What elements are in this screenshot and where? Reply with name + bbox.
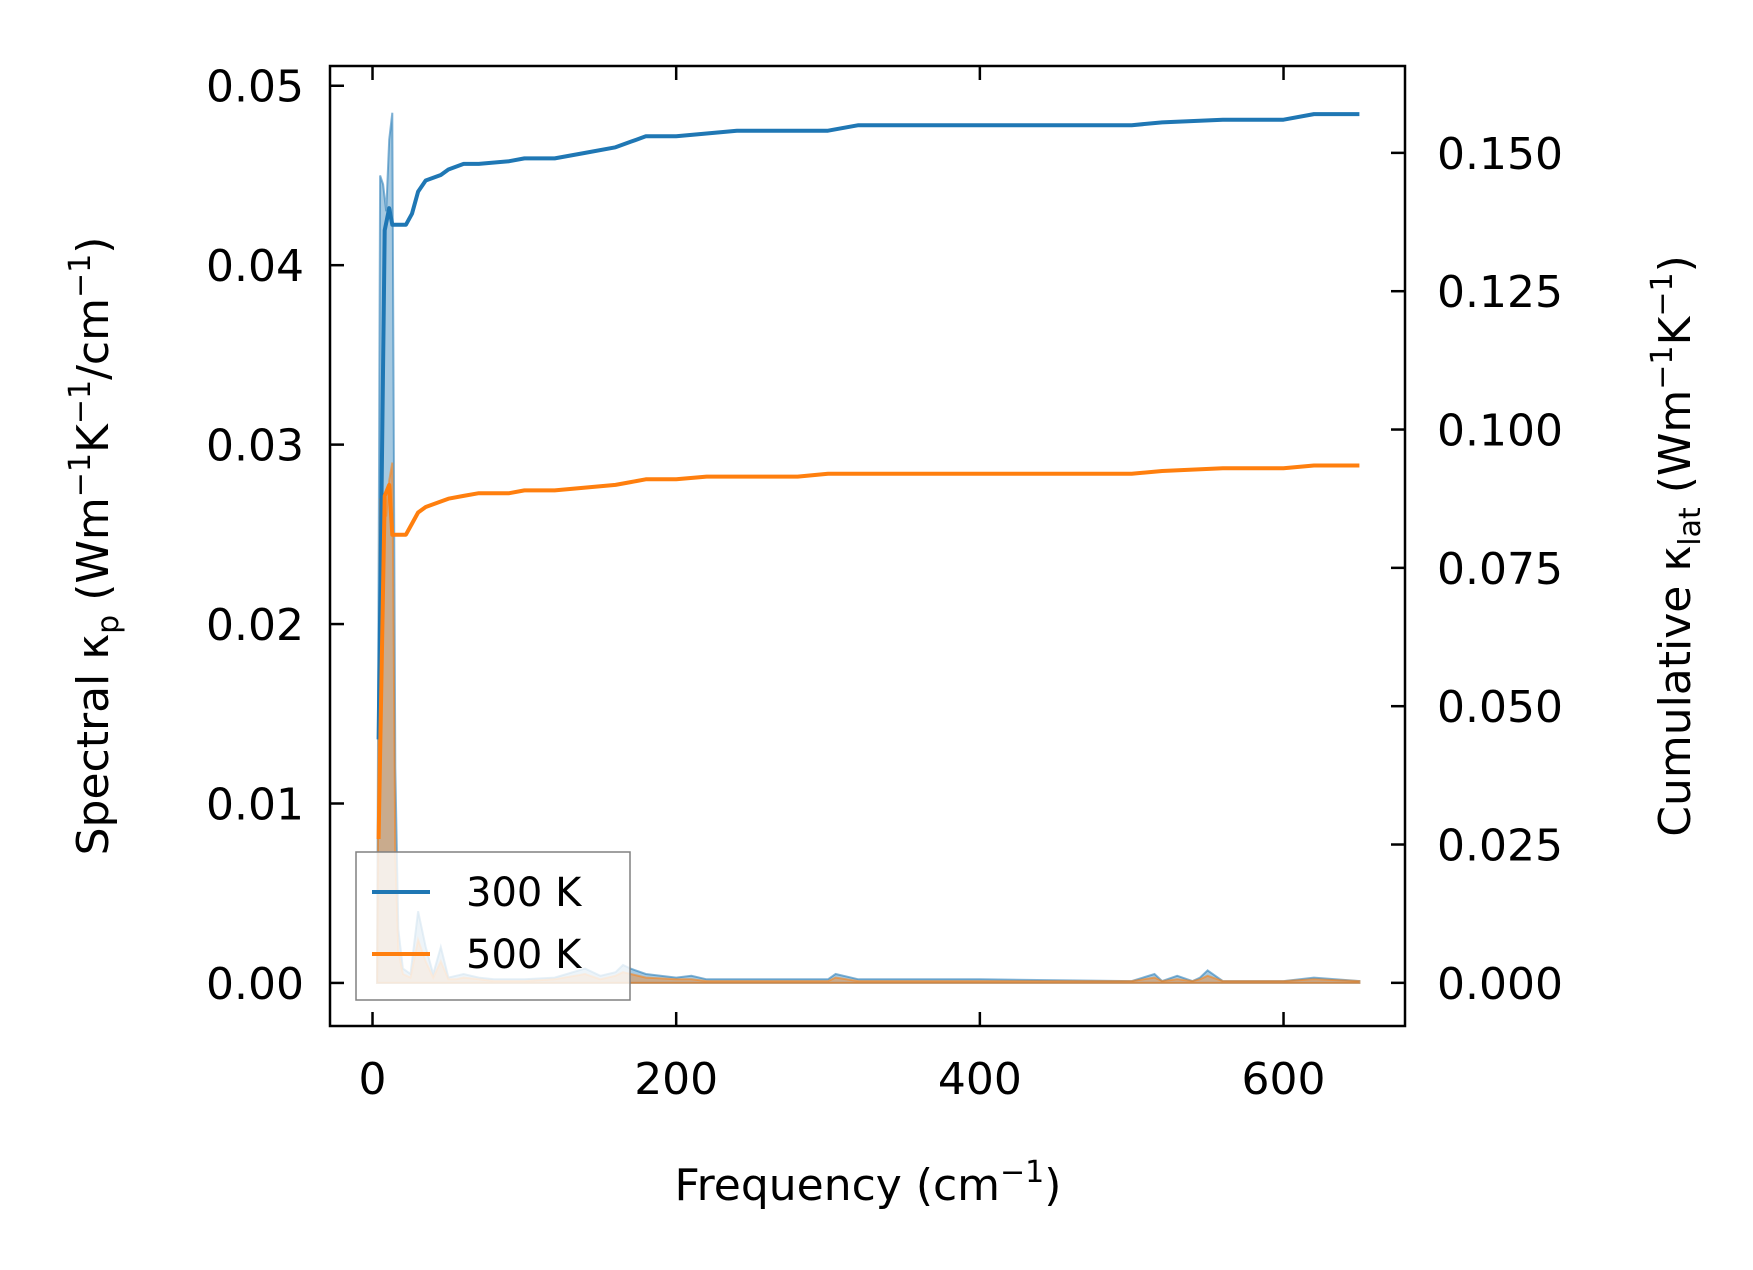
y-right-ticks: 0.000 0.025 0.050 0.075 0.100 0.125 0.150 — [1391, 129, 1563, 1010]
y-left-ticks: 0.00 0.01 0.02 0.03 0.04 0.05 — [206, 62, 344, 1010]
y-right-label-mid1: (Wm — [1650, 390, 1701, 508]
y-right-axis-label: Cumulative κlat (Wm−1K−1) — [1645, 255, 1708, 837]
y-left-tick-label: 0.04 — [206, 241, 304, 292]
y-right-tick-label: 0.025 — [1437, 821, 1563, 872]
y-left-tick-label: 0.01 — [206, 779, 304, 830]
plot-frame — [328, 64, 1407, 1028]
y-left-axis-label: Spectral κp (Wm−1K−1/cm−1) — [63, 237, 126, 856]
y-left-label-end: ) — [68, 237, 119, 254]
y-right-tick-label: 0.125 — [1437, 267, 1563, 318]
y-left-tick-label: 0.00 — [206, 959, 304, 1010]
y-left-label-sub: p — [91, 615, 126, 634]
x-tick-label: 0 — [359, 1054, 387, 1105]
y-right-label-pre: Cumulative κ — [1650, 546, 1701, 837]
y-right-label-end: ) — [1650, 255, 1701, 272]
y-right-tick-label: 0.075 — [1437, 544, 1563, 595]
y-right-tick-label: 0.150 — [1437, 129, 1563, 180]
y-left-label-sup3: −1 — [63, 254, 98, 298]
y-right-label-sub: lat — [1673, 507, 1708, 546]
x-axis-label-end: ) — [1044, 1160, 1061, 1211]
y-right-tick-label: 0.000 — [1437, 959, 1563, 1010]
x-axis-label-main: Frequency (cm — [675, 1160, 1001, 1211]
y-left-tick-label: 0.02 — [206, 600, 304, 651]
y-left-label-mid1: (Wm — [68, 497, 119, 615]
cumulative-line-500k — [376, 463, 1360, 840]
legend-label-300k: 300 K — [466, 870, 583, 916]
x-tick-label: 600 — [1242, 1054, 1326, 1105]
y-right-tick-label: 0.100 — [1437, 406, 1563, 457]
y-left-label-pre: Spectral κ — [68, 634, 119, 856]
y-right-label-sup1: −1 — [1645, 345, 1680, 389]
y-left-tick-label: 0.05 — [206, 62, 304, 113]
y-right-tick-label: 0.050 — [1437, 682, 1563, 733]
x-axis-label-sup: −1 — [1000, 1155, 1044, 1190]
cumulative-layer — [376, 112, 1360, 840]
y-right-label-mid2: K — [1650, 315, 1701, 345]
y-left-label-sup2: −1 — [63, 380, 98, 424]
y-right-label-sup2: −1 — [1645, 272, 1680, 316]
legend-box — [355, 851, 631, 1001]
cumulative-line-300k — [376, 112, 1360, 740]
x-ticks: 0 200 400 600 — [359, 66, 1326, 1105]
legend-label-500k: 500 K — [466, 932, 583, 978]
legend: 300 K 500 K — [355, 851, 631, 1001]
y-left-tick-label: 0.03 — [206, 421, 304, 472]
x-tick-label: 400 — [938, 1054, 1022, 1105]
x-axis-label: Frequency (cm−1) — [675, 1155, 1062, 1211]
y-left-label-sup1: −1 — [63, 453, 98, 497]
x-tick-label: 200 — [634, 1054, 718, 1105]
y-left-label-mid3: /cm — [68, 298, 119, 380]
y-left-label-mid2: K — [68, 423, 119, 453]
